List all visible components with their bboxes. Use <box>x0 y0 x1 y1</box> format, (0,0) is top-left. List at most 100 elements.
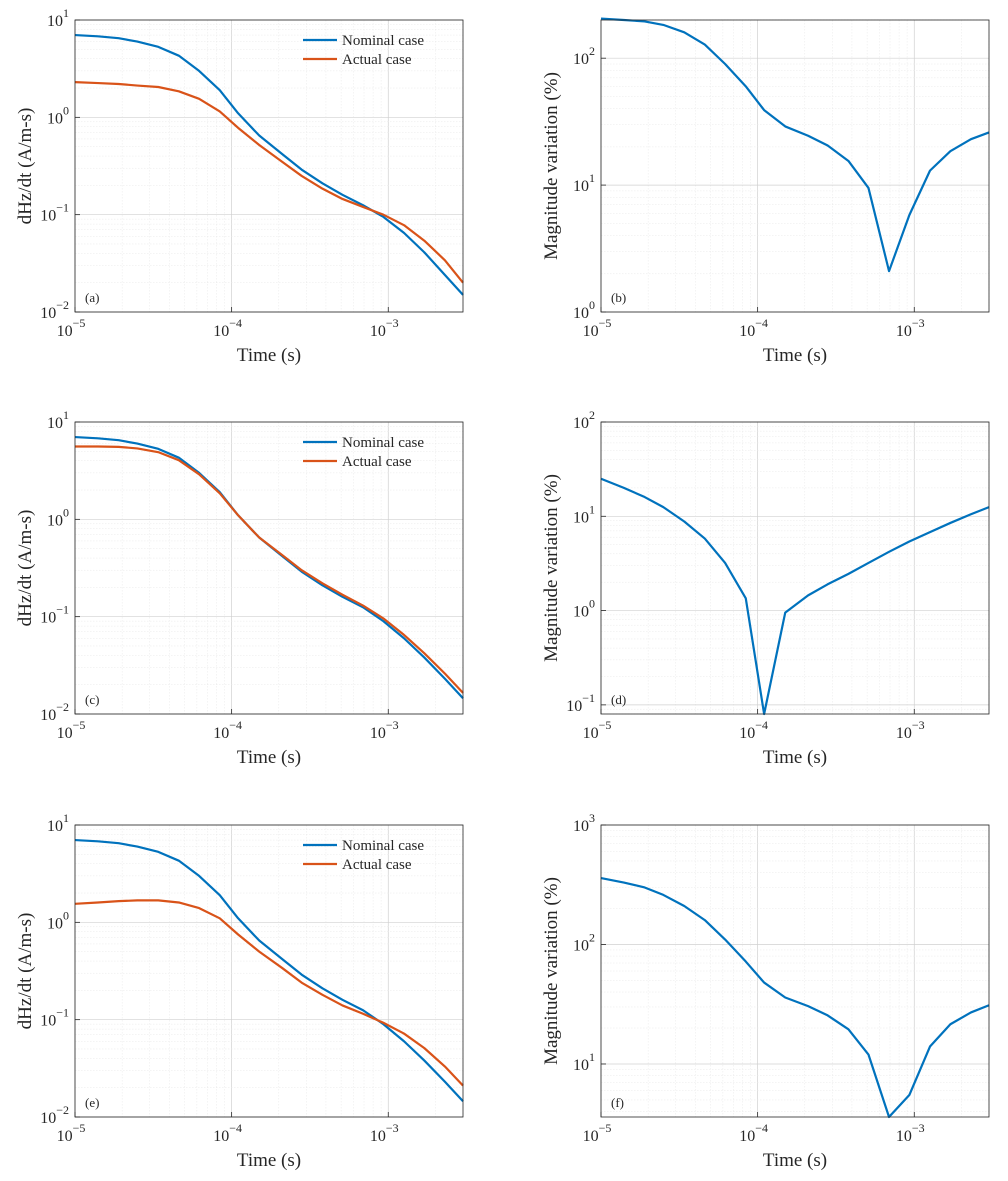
y-tick-exp: 3 <box>589 811 595 825</box>
x-tick-exp: −4 <box>229 316 242 330</box>
y-tick-label: 101 <box>47 6 69 30</box>
y-tick-label: 101 <box>573 171 595 195</box>
y-tick-exp: −2 <box>56 700 69 714</box>
y-tick-label: 10−1 <box>40 603 69 627</box>
x-tick-label: 10−4 <box>213 718 242 742</box>
x-tick-base: 10 <box>896 725 912 742</box>
actual-case-series-line <box>75 445 464 694</box>
y-tick-exp: −1 <box>56 1006 69 1020</box>
x-tick-label: 10−5 <box>57 1121 86 1145</box>
x-tick-label: 10−5 <box>583 718 612 742</box>
y-tick-exp: 0 <box>63 908 69 922</box>
y-tick-base: 10 <box>47 818 63 835</box>
y-tick-label: 10−1 <box>566 691 595 715</box>
x-tick-exp: −4 <box>755 1121 768 1135</box>
x-tick-exp: −5 <box>599 316 612 330</box>
y-tick-exp: 1 <box>589 171 595 185</box>
x-tick-label: 10−3 <box>896 1121 925 1145</box>
plot-frame <box>74 19 464 313</box>
x-tick-exp: −4 <box>755 316 768 330</box>
plot-frame <box>600 19 990 313</box>
y-axis-label: Magnitude variation (%) <box>541 72 562 260</box>
x-tick-exp: −5 <box>599 1121 612 1135</box>
y-axis-label: Magnitude variation (%) <box>541 877 562 1065</box>
x-tick-label: 10−5 <box>57 316 86 340</box>
y-tick-base: 10 <box>573 818 589 835</box>
y-tick-base: 10 <box>566 698 582 715</box>
x-tick-exp: −5 <box>599 718 612 732</box>
x-tick-label: 10−4 <box>213 1121 242 1145</box>
x-tick-base: 10 <box>583 1128 599 1145</box>
x-tick-label: 10−3 <box>370 1121 399 1145</box>
panel-tag: (a) <box>85 290 99 305</box>
x-tick-base: 10 <box>896 323 912 340</box>
y-axis-label: dHz/dt (A/m-s) <box>15 108 36 225</box>
plot-frame <box>74 824 464 1118</box>
y-axis-label: Magnitude variation (%) <box>541 474 562 662</box>
x-axis-label: Time (s) <box>237 345 301 366</box>
y-tick-label: 102 <box>573 930 595 954</box>
x-axis-label: Time (s) <box>237 1150 301 1171</box>
variation-series-line <box>600 477 990 716</box>
x-axis-label: Time (s) <box>763 747 827 768</box>
y-tick-label: 102 <box>573 408 595 432</box>
y-tick-exp: 2 <box>589 930 595 944</box>
y-tick-base: 10 <box>573 1057 589 1074</box>
y-tick-base: 10 <box>47 415 63 432</box>
x-tick-base: 10 <box>739 725 755 742</box>
y-tick-base: 10 <box>40 208 56 225</box>
y-tick-exp: 2 <box>589 408 595 422</box>
x-tick-base: 10 <box>583 725 599 742</box>
x-tick-base: 10 <box>896 1128 912 1145</box>
x-tick-label: 10−4 <box>739 718 768 742</box>
y-tick-exp: 1 <box>63 6 69 20</box>
legend-label: Actual case <box>342 52 412 68</box>
x-tick-label: 10−5 <box>583 316 612 340</box>
x-tick-exp: −3 <box>386 316 399 330</box>
panel-tag: (f) <box>611 1095 624 1110</box>
x-tick-exp: −3 <box>912 718 925 732</box>
y-tick-label: 102 <box>573 44 595 68</box>
y-tick-base: 10 <box>40 305 56 322</box>
nominal-case-series-line <box>74 838 464 1103</box>
y-tick-label: 10−1 <box>40 201 69 225</box>
x-tick-base: 10 <box>57 1128 73 1145</box>
y-tick-base: 10 <box>40 610 56 627</box>
actual-case-series-line <box>74 81 464 284</box>
y-tick-label: 100 <box>47 908 69 932</box>
plot-frame <box>74 421 464 715</box>
y-tick-label: 100 <box>47 505 69 529</box>
y-tick-base: 10 <box>573 51 589 68</box>
legend-label: Actual case <box>342 454 412 470</box>
y-tick-base: 10 <box>573 415 589 432</box>
plot-frame <box>600 421 990 715</box>
y-tick-exp: 1 <box>63 408 69 422</box>
panel-tag: (e) <box>85 1095 99 1110</box>
y-tick-base: 10 <box>47 110 63 127</box>
y-tick-label: 101 <box>573 502 595 526</box>
y-tick-base: 10 <box>40 707 56 724</box>
x-tick-exp: −3 <box>912 1121 925 1135</box>
x-tick-exp: −5 <box>73 718 86 732</box>
x-tick-label: 10−3 <box>370 316 399 340</box>
y-tick-label: 100 <box>573 298 595 322</box>
x-axis-label: Time (s) <box>763 345 827 366</box>
y-tick-label: 101 <box>573 1050 595 1074</box>
y-tick-label: 101 <box>47 408 69 432</box>
x-tick-base: 10 <box>370 323 386 340</box>
x-tick-base: 10 <box>370 1128 386 1145</box>
y-tick-base: 10 <box>40 1110 56 1127</box>
y-axis-label: dHz/dt (A/m-s) <box>15 510 36 627</box>
y-tick-exp: −1 <box>56 603 69 617</box>
y-tick-base: 10 <box>573 604 589 621</box>
legend-label: Nominal case <box>342 33 424 49</box>
x-tick-label: 10−5 <box>583 1121 612 1145</box>
x-tick-base: 10 <box>370 725 386 742</box>
x-tick-label: 10−4 <box>739 1121 768 1145</box>
legend-label: Nominal case <box>342 838 424 854</box>
